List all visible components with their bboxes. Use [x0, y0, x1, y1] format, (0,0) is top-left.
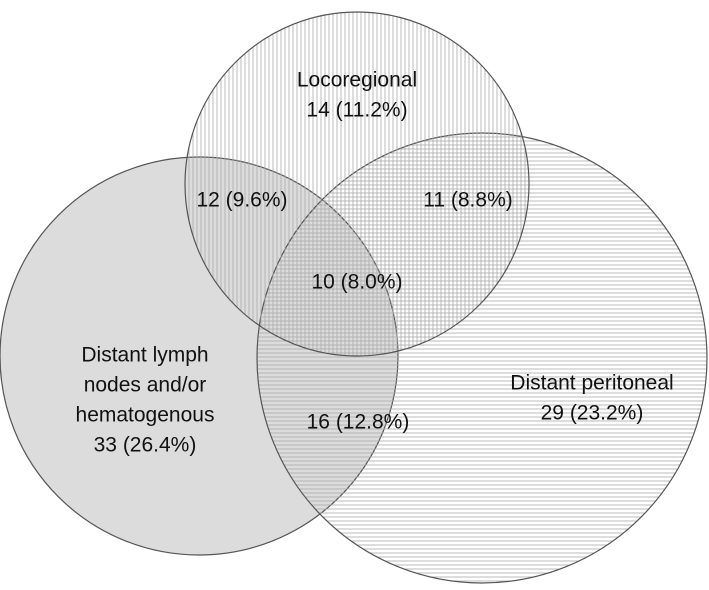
overlap-count: 10 (8.0%) — [311, 271, 402, 294]
set-label: Distant peritoneal — [510, 372, 673, 395]
set-count: 29 (23.2%) — [541, 402, 644, 425]
overlap-count: 11 (8.8%) — [423, 189, 513, 212]
set-count: 33 (26.4%) — [94, 434, 197, 457]
set-circle — [184, 11, 530, 357]
set-label: nodes and/or — [84, 374, 207, 397]
set-label: Distant lymph — [81, 344, 208, 367]
set-count: 14 (11.2%) — [306, 99, 407, 122]
set-label: Locoregional — [297, 69, 417, 92]
overlap-count: 16 (12.8%) — [307, 411, 410, 434]
set-label: hematogenous — [76, 404, 215, 427]
overlap-count: 12 (9.6%) — [196, 189, 287, 212]
